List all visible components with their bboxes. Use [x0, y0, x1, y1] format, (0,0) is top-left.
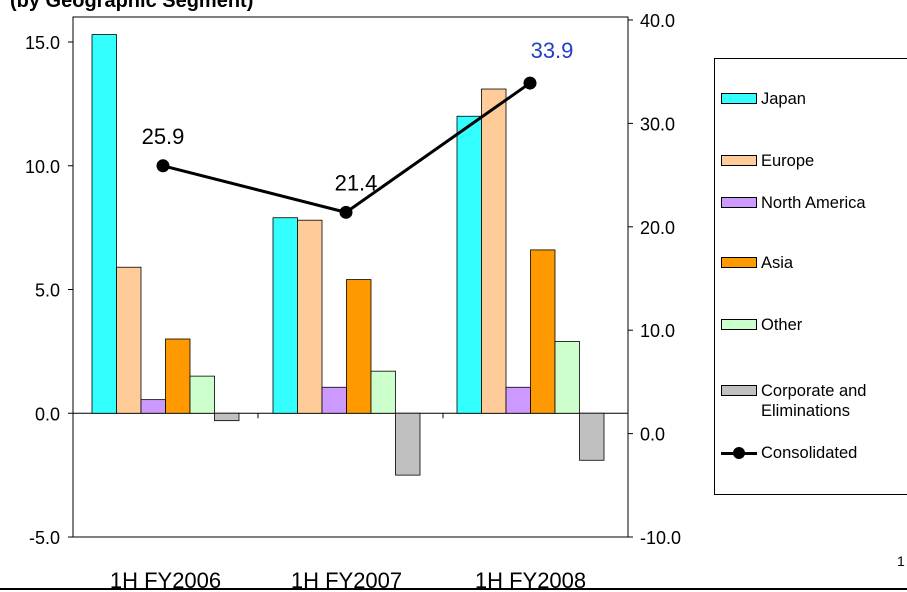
bar-corporate-and-eliminations-2	[579, 412, 605, 461]
legend-item: Europe	[721, 151, 814, 171]
y2-tick-label: 30.0	[640, 114, 675, 134]
consolidated-data-label: 25.9	[142, 124, 185, 149]
consolidated-data-label: 33.9	[531, 38, 574, 63]
legend-swatch	[721, 93, 757, 104]
y-tick-label: 5.0	[35, 281, 60, 301]
legend-swatch	[721, 197, 757, 208]
consolidated-point	[523, 76, 537, 90]
legend-item: Asia	[721, 253, 793, 273]
page-number: 1	[897, 553, 905, 569]
legend-item: Consolidated	[721, 443, 857, 463]
legend-label: Japan	[761, 90, 806, 108]
y2-tick-label: -10.0	[640, 528, 681, 548]
consolidated-data-label: 21.4	[335, 170, 378, 195]
y2-tick-label: 0.0	[640, 425, 665, 445]
footer-rule	[0, 588, 907, 590]
bar-corporate-and-eliminations-1	[395, 412, 421, 476]
bar-europe-2	[481, 88, 507, 414]
bar-other-2	[554, 341, 580, 414]
bar-japan-0	[91, 34, 117, 414]
bar-north-america-1	[321, 386, 347, 414]
legend-item: Corporate and Eliminations	[721, 381, 867, 421]
legend-label: Asia	[761, 254, 794, 272]
bar-asia-2	[530, 249, 556, 414]
consolidated-point	[156, 159, 170, 173]
bar-other-1	[370, 370, 396, 414]
bar-europe-0	[116, 266, 142, 414]
legend-label: North America	[761, 194, 866, 212]
y-tick-label: -5.0	[29, 528, 60, 548]
y-tick-label: 0.0	[35, 404, 60, 424]
bar-japan-2	[456, 115, 482, 414]
bar-north-america-2	[505, 386, 531, 414]
legend-swatch	[721, 319, 757, 330]
bar-north-america-0	[140, 399, 166, 414]
bar-asia-0	[165, 338, 191, 414]
bar-corporate-and-eliminations-0	[214, 412, 240, 422]
bar-asia-1	[346, 279, 372, 414]
legend-item: Other	[721, 315, 802, 335]
y-tick-label: 15.0	[25, 33, 60, 53]
y2-tick-label: 40.0	[640, 11, 675, 31]
legend-label: Consolidated	[761, 444, 858, 462]
bar-japan-1	[272, 217, 298, 414]
legend-swatch	[721, 257, 757, 268]
y-tick-label: 10.0	[25, 157, 60, 177]
legend-item: Japan	[721, 89, 806, 109]
y2-tick-label: 10.0	[640, 321, 675, 341]
bar-europe-1	[297, 219, 323, 414]
legend-label: Europe	[761, 152, 815, 170]
legend-swatch	[721, 155, 757, 166]
consolidated-point	[339, 205, 353, 219]
legend-label: Corporate and Eliminations	[761, 382, 867, 420]
legend-swatch	[721, 385, 757, 396]
chart-title-fragment: (by Geographic Segment)	[10, 0, 254, 12]
legend-label: Other	[761, 316, 803, 334]
chart-legend: Japan Europe North America Asia Other Corpora…	[714, 58, 907, 495]
y2-tick-label: 20.0	[640, 218, 675, 238]
legend-item: North America	[721, 193, 866, 213]
bar-other-0	[189, 375, 215, 414]
legend-line-marker-icon	[721, 443, 757, 463]
